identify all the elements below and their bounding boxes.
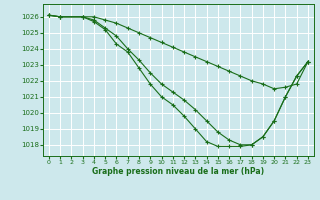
X-axis label: Graphe pression niveau de la mer (hPa): Graphe pression niveau de la mer (hPa): [92, 167, 264, 176]
